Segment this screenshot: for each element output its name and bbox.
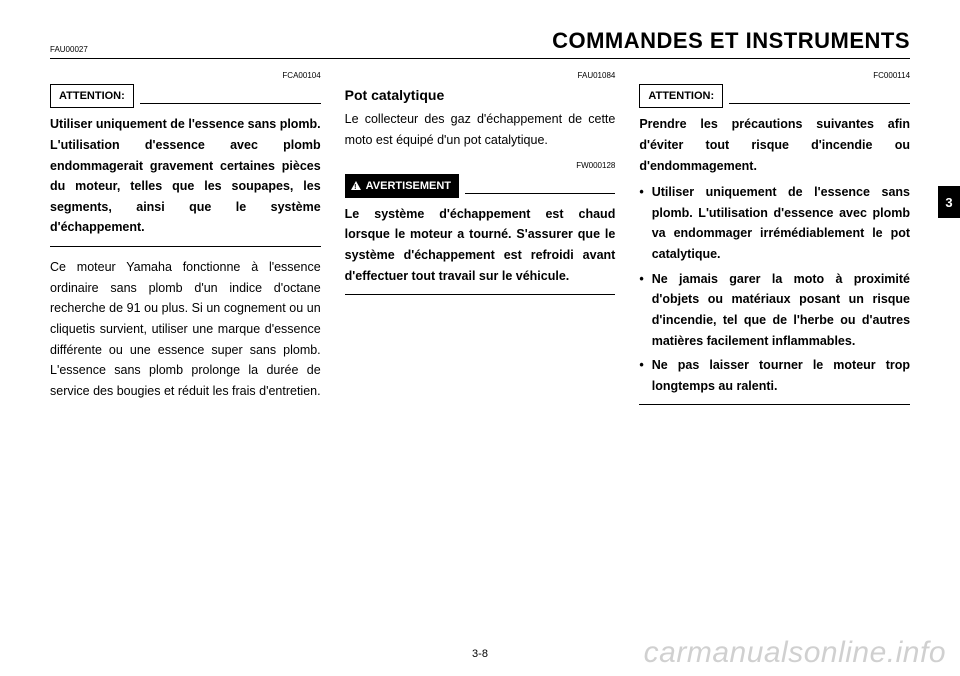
col1-para-bold: Utiliser uniquement de l'essence sans pl… — [50, 114, 321, 238]
bullet-1: • Utiliser uniquement de l'essence sans … — [639, 182, 910, 265]
bullet-text-2: Ne jamais garer la moto à proximité d'ob… — [652, 269, 910, 352]
bullet-text-3: Ne pas laisser tourner le moteur trop lo… — [652, 355, 910, 396]
attention-label-2: ATTENTION: — [639, 84, 723, 108]
watermark: carmanualsonline.info — [644, 636, 946, 670]
col3-intro: Prendre les précautions suivantes afin d… — [639, 114, 910, 176]
avert-text: AVERTISEMENT — [366, 177, 451, 195]
bullet-text-1: Utiliser uniquement de l'essence sans pl… — [652, 182, 910, 265]
col2-heading: Pot catalytique — [345, 84, 616, 107]
col3-code: FC000114 — [639, 69, 910, 82]
content-columns: FCA00104 ATTENTION: Utiliser uniquement … — [50, 69, 910, 415]
avert-label-row: ! AVERTISEMENT — [345, 174, 616, 198]
col3-bullets: • Utiliser uniquement de l'essence sans … — [639, 182, 910, 396]
attention-label-row-2: ATTENTION: — [639, 84, 910, 108]
col1-sep — [50, 246, 321, 247]
column-1: FCA00104 ATTENTION: Utiliser uniquement … — [50, 69, 321, 415]
header-row: FAU00027 COMMANDES ET INSTRUMENTS — [50, 28, 910, 54]
manual-page: FAU00027 COMMANDES ET INSTRUMENTS FCA001… — [0, 0, 960, 435]
col1-code: FCA00104 — [50, 69, 321, 82]
header-code-left: FAU00027 — [50, 45, 88, 54]
label-rule-3 — [729, 103, 910, 104]
attention-label-row-1: ATTENTION: — [50, 84, 321, 108]
column-2: FAU01084 Pot catalytique Le collecteur d… — [345, 69, 616, 415]
col2-para-bold: Le système d'échappement est chaud lorsq… — [345, 204, 616, 287]
col2-code2: FW000128 — [345, 159, 616, 172]
label-rule-1 — [140, 103, 321, 104]
avertisement-label: ! AVERTISEMENT — [345, 174, 459, 198]
col2-para1: Le collecteur des gaz d'échappement de c… — [345, 109, 616, 150]
col1-para2: Ce moteur Yamaha fonctionne à l'essence … — [50, 257, 321, 401]
bullet-3: • Ne pas laisser tourner le moteur trop … — [639, 355, 910, 396]
chapter-tab: 3 — [938, 186, 960, 218]
col2-sep — [345, 294, 616, 295]
warning-triangle-icon: ! — [351, 181, 361, 190]
label-rule-2 — [465, 193, 615, 194]
bullet-mark-2: • — [639, 269, 643, 352]
bullet-2: • Ne jamais garer la moto à proximité d'… — [639, 269, 910, 352]
bullet-mark-3: • — [639, 355, 643, 396]
col2-code1: FAU01084 — [345, 69, 616, 82]
header-rule — [50, 58, 910, 59]
column-3: FC000114 ATTENTION: Prendre les précauti… — [639, 69, 910, 415]
col3-sep — [639, 404, 910, 405]
attention-label-1: ATTENTION: — [50, 84, 134, 108]
page-title: COMMANDES ET INSTRUMENTS — [552, 28, 910, 54]
bullet-mark-1: • — [639, 182, 643, 265]
